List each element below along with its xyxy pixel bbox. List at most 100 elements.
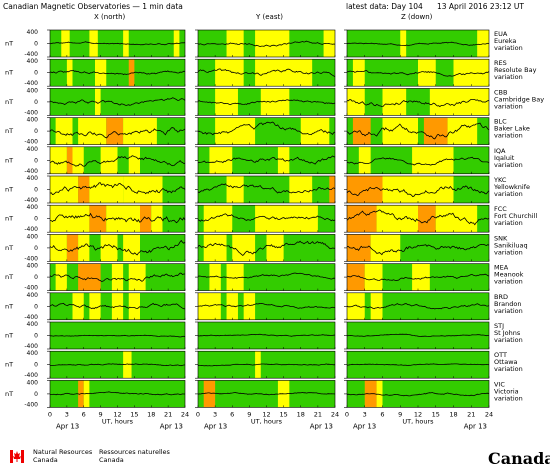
activity-band-mea-2-8 (412, 263, 430, 291)
y-label-bottom: -400 (24, 197, 38, 204)
activity-band-iqa-0-1 (66, 146, 73, 174)
dept-name-fr: Ressources naturelles (99, 448, 170, 456)
activity-band-fcc-1-6 (255, 205, 318, 233)
activity-band-mea-0-2 (111, 263, 124, 291)
activity-band-snk-0-1 (66, 234, 79, 262)
activity-band-fcc-1-5 (203, 205, 233, 233)
station-name-blc: Baker Lake (494, 125, 530, 133)
activity-band-eua-2-7 (400, 30, 407, 57)
y-label-zero: 0 (34, 245, 38, 252)
x-tick-label: 24 (485, 410, 493, 418)
trace-ott-1 (197, 363, 336, 367)
activity-band-ykc-2-6 (347, 176, 383, 203)
y-label-top: 400 (27, 29, 39, 36)
y-label-top: 400 (27, 204, 39, 211)
y-unit: nT (5, 361, 13, 369)
station-name-mea: Meanook (494, 271, 524, 279)
y-label-bottom: -400 (24, 168, 38, 175)
y-label-bottom: -400 (24, 109, 38, 116)
trace-blc-0 (49, 127, 186, 139)
station-suffix-snk: variation (494, 248, 523, 256)
x-tick-label: 18 (449, 410, 457, 418)
y-label-bottom: -400 (24, 343, 38, 350)
trace-brd-2 (346, 303, 490, 310)
trace-stj-2 (346, 333, 489, 338)
y-label-top: 400 (27, 292, 39, 299)
station-name-res: Resolute Bay (494, 66, 537, 74)
y-unit: nT (5, 390, 13, 398)
y-label-top: 400 (27, 263, 39, 270)
y-label-top: 400 (27, 146, 39, 153)
x-axis-label: UT, hours (402, 417, 434, 425)
x-tick-label: 9 (99, 410, 103, 418)
y-unit: nT (5, 215, 13, 223)
activity-band-fcc-0-4 (151, 205, 163, 233)
y-label-top: 400 (27, 350, 39, 357)
y-label-top: 400 (27, 87, 39, 94)
y-label-bottom: -400 (24, 226, 38, 233)
activity-band-eua-0-2 (123, 30, 129, 57)
date-time-label: 13 April 2016 23:12 UT (437, 2, 524, 11)
x-tick-label: 12 (414, 410, 422, 418)
y-unit: nT (5, 69, 13, 77)
trace-res-0 (49, 69, 186, 75)
station-suffix-blc: variation (494, 132, 523, 140)
chart-title: Canadian Magnetic Observatories — 1 min … (3, 2, 183, 11)
column-header-x: X (north) (94, 13, 126, 21)
trace-fcc-2 (346, 209, 490, 226)
station-code-fcc: FCC (494, 205, 507, 213)
station-suffix-ykc: variation (494, 190, 523, 198)
activity-band-blc-2-9 (447, 117, 478, 145)
y-unit: nT (5, 302, 13, 310)
station-code-iqa: IQA (494, 147, 506, 155)
trace-fcc-0 (50, 212, 186, 224)
activity-band-iqa-0-3 (100, 146, 118, 174)
station-code-ykc: YKC (493, 176, 507, 184)
activity-band-res-0-0 (66, 59, 73, 87)
y-label-zero: 0 (34, 216, 38, 223)
y-label-bottom: -400 (24, 139, 38, 146)
activity-band-ott-0-0 (123, 351, 132, 379)
date-label-end: Apr 13 (464, 422, 487, 430)
x-tick-label: 15 (279, 410, 287, 418)
y-label-bottom: -400 (24, 372, 38, 379)
trace-vic-1 (197, 392, 336, 396)
trace-blc-1 (197, 121, 336, 136)
x-tick-label: 15 (130, 410, 138, 418)
activity-band-blc-2-6 (352, 117, 371, 145)
activity-band-fcc-2-8 (376, 205, 418, 233)
activity-band-iqa-0-4 (128, 146, 140, 174)
activity-band-mea-2-7 (364, 263, 383, 291)
station-suffix-mea: variation (494, 278, 523, 286)
trace-brd-0 (49, 302, 186, 310)
activity-band-res-1-3 (215, 59, 244, 87)
trace-eua-1 (197, 40, 336, 48)
trace-stj-0 (50, 334, 186, 338)
station-suffix-eua: variation (494, 44, 523, 52)
y-label-zero: 0 (34, 70, 38, 77)
activity-band-res-2-5 (352, 59, 365, 87)
y-label-bottom: -400 (24, 401, 38, 408)
station-name-ott: Ottawa (494, 358, 518, 366)
y-label-top: 400 (27, 379, 39, 386)
activity-band-cbb-1-1 (215, 88, 238, 116)
y-label-bottom: -400 (24, 285, 38, 292)
trace-snk-1 (197, 240, 336, 257)
station-suffix-stj: variation (494, 336, 523, 344)
activity-band-eua-0-0 (61, 30, 70, 57)
activity-band-blc-0-0 (55, 117, 73, 145)
y-unit: nT (5, 40, 13, 48)
activity-band-snk-1-6 (232, 234, 256, 262)
activity-band-blc-1-4 (215, 117, 256, 145)
activity-band-ykc-1-6 (329, 176, 335, 203)
trace-eua-0 (49, 41, 186, 46)
y-label-top: 400 (27, 233, 39, 240)
activity-band-ykc-0-2 (89, 176, 124, 203)
date-label-start: Apr 13 (204, 422, 227, 430)
canada-flag-icon (10, 448, 24, 463)
activity-band-ykc-0-3 (123, 176, 163, 203)
x-tick-label: 21 (314, 410, 322, 418)
activity-band-iqa-1-5 (209, 146, 233, 174)
x-tick-label: 0 (196, 410, 200, 418)
